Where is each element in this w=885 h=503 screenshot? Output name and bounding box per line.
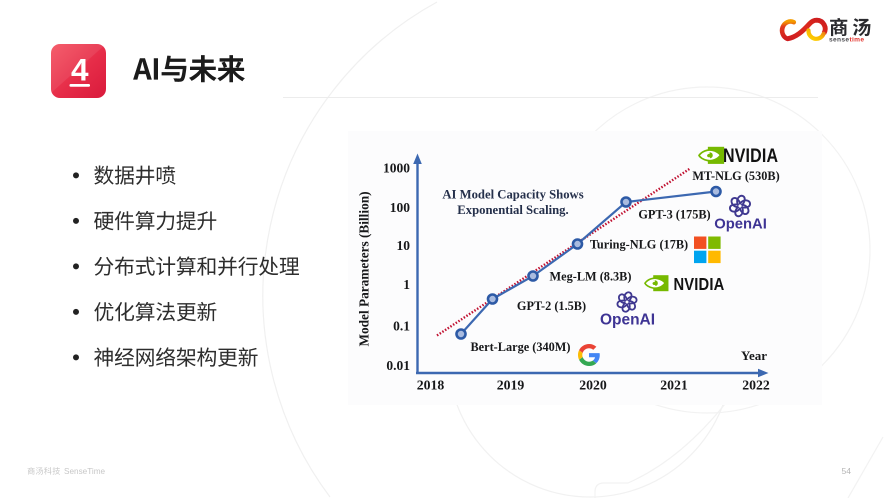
svg-text:Bert-Large (340M): Bert-Large (340M) <box>470 340 570 354</box>
svg-text:Turing-NLG (17B): Turing-NLG (17B) <box>590 238 688 252</box>
svg-text:2019: 2019 <box>497 378 525 393</box>
svg-text:54: 54 <box>842 466 852 476</box>
svg-text:4: 4 <box>71 51 89 87</box>
svg-text:AI Model Capacity Shows: AI Model Capacity Shows <box>442 188 583 202</box>
svg-text:Year: Year <box>741 348 767 363</box>
svg-text:1000: 1000 <box>383 160 410 175</box>
svg-text:OpenAI: OpenAI <box>600 312 655 329</box>
svg-text:0.01: 0.01 <box>386 358 410 373</box>
svg-text:100: 100 <box>390 200 411 215</box>
svg-text:1: 1 <box>403 277 410 292</box>
svg-text:Model Parameters (Billion): Model Parameters (Billion) <box>357 191 372 346</box>
svg-text:Meg-LM (8.3B): Meg-LM (8.3B) <box>550 270 632 284</box>
svg-text:NVIDIA: NVIDIA <box>673 275 724 295</box>
svg-text:2018: 2018 <box>417 378 445 393</box>
svg-text:10: 10 <box>397 238 411 253</box>
svg-text:sensetime: sensetime <box>829 37 864 44</box>
svg-text:Exponential Scaling.: Exponential Scaling. <box>457 203 568 217</box>
svg-text:MT-NLG (530B): MT-NLG (530B) <box>692 169 779 183</box>
svg-text:NVIDIA: NVIDIA <box>723 144 778 166</box>
svg-text:2021: 2021 <box>660 378 688 393</box>
svg-text:2020: 2020 <box>579 378 607 393</box>
svg-text:2022: 2022 <box>742 378 770 393</box>
svg-text:GPT-3 (175B): GPT-3 (175B) <box>638 208 710 222</box>
svg-text:OpenAI: OpenAI <box>714 217 767 233</box>
svg-text:SenseTime: SenseTime <box>64 467 106 476</box>
svg-text:0.1: 0.1 <box>393 319 410 334</box>
svg-text:GPT-2 (1.5B): GPT-2 (1.5B) <box>517 299 586 313</box>
